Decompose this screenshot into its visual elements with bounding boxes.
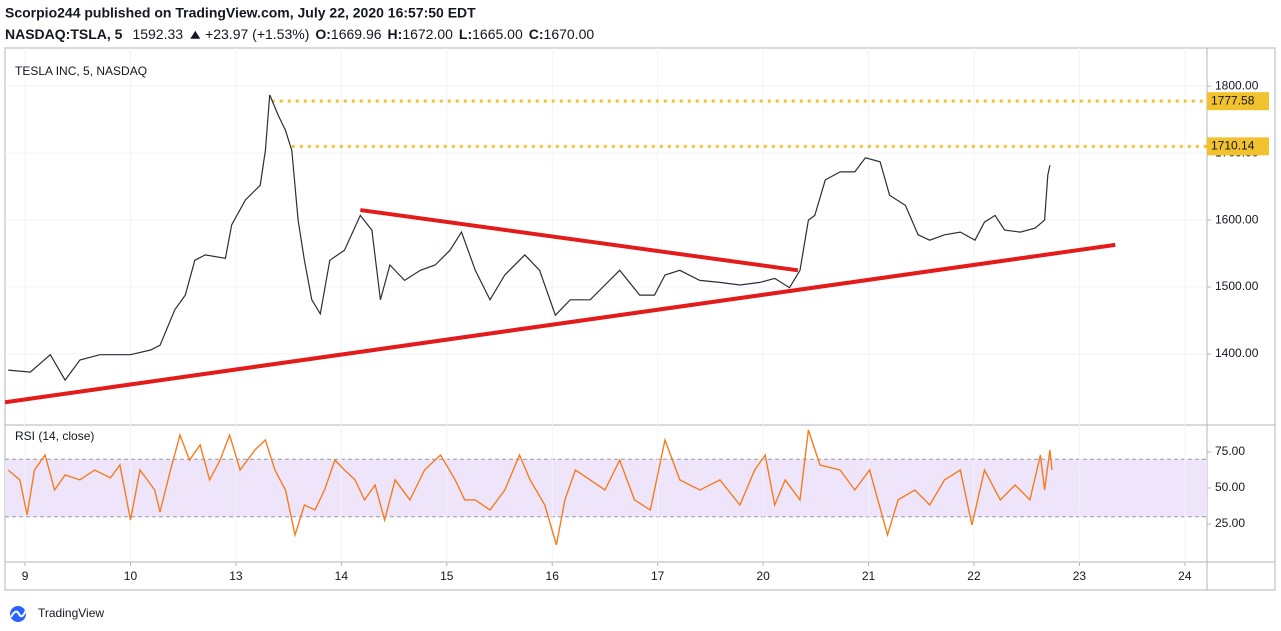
y-tick-label: 1400.00	[1215, 346, 1259, 360]
high: 1672.00	[402, 26, 453, 42]
chart-frame	[4, 47, 1276, 591]
y-tick-label: 50.00	[1215, 480, 1245, 494]
layers: 1400.001500.001600.001700.001800.001777.…	[5, 48, 1269, 583]
y-tick-label: 1600.00	[1215, 212, 1259, 226]
x-tick-label: 17	[651, 569, 665, 583]
pane	[5, 425, 1207, 562]
c-label: C:	[529, 26, 544, 42]
plot	[5, 48, 1207, 425]
trendline	[360, 208, 799, 273]
x-tick-label: 14	[335, 569, 349, 583]
close: 1670.00	[544, 26, 595, 42]
o-label: O:	[315, 26, 331, 42]
low: 1665.00	[472, 26, 523, 42]
logo-wave	[10, 609, 27, 618]
l-label: L:	[459, 26, 472, 42]
y-tick-label: 25.00	[1215, 516, 1245, 530]
last-price: 1592.33	[132, 26, 183, 42]
brand: TradingView	[38, 606, 104, 620]
x-tick-label: 22	[967, 569, 981, 583]
x-tick-label: 21	[862, 569, 876, 583]
x-tick-label: 9	[22, 569, 29, 583]
pane	[5, 48, 1207, 425]
publisher: Scorpio244 published on TradingView.com,…	[5, 5, 476, 21]
series-line	[8, 94, 1051, 382]
symbol: NASDAQ:TSLA, 5	[5, 26, 123, 42]
x-tick-label: 20	[756, 569, 770, 583]
symbol-legend: NASDAQ:TSLA, 5 1592.33 +23.97 (+1.53%) O:16…	[5, 26, 594, 42]
x-tick-label: 24	[1178, 569, 1192, 583]
x-tick-label: 23	[1073, 569, 1087, 583]
up-arrow	[190, 30, 201, 39]
level-label: 1777.58	[1211, 93, 1255, 107]
x-tick-label: 10	[124, 569, 138, 583]
x-tick-label: 16	[546, 569, 560, 583]
plot	[5, 425, 1207, 562]
h-label: H:	[388, 26, 403, 42]
change: +23.97 (+1.53%)	[205, 26, 309, 42]
x-tick-label: 15	[440, 569, 454, 583]
y-tick-label: 1500.00	[1215, 279, 1259, 293]
series-line	[7, 429, 1053, 546]
trendline	[5, 242, 1116, 405]
x-tick-label: 13	[229, 569, 243, 583]
y-tick-label: 75.00	[1215, 444, 1245, 458]
y-tick-label: 1800.00	[1215, 78, 1259, 92]
level-label: 1710.14	[1211, 139, 1255, 153]
level-label-box	[1207, 92, 1269, 111]
open: 1669.96	[331, 26, 382, 42]
pane-title: TESLA INC, 5, NASDAQ	[15, 64, 147, 78]
level-label-box	[1207, 137, 1269, 156]
pane-title: RSI (14, close)	[15, 429, 94, 443]
